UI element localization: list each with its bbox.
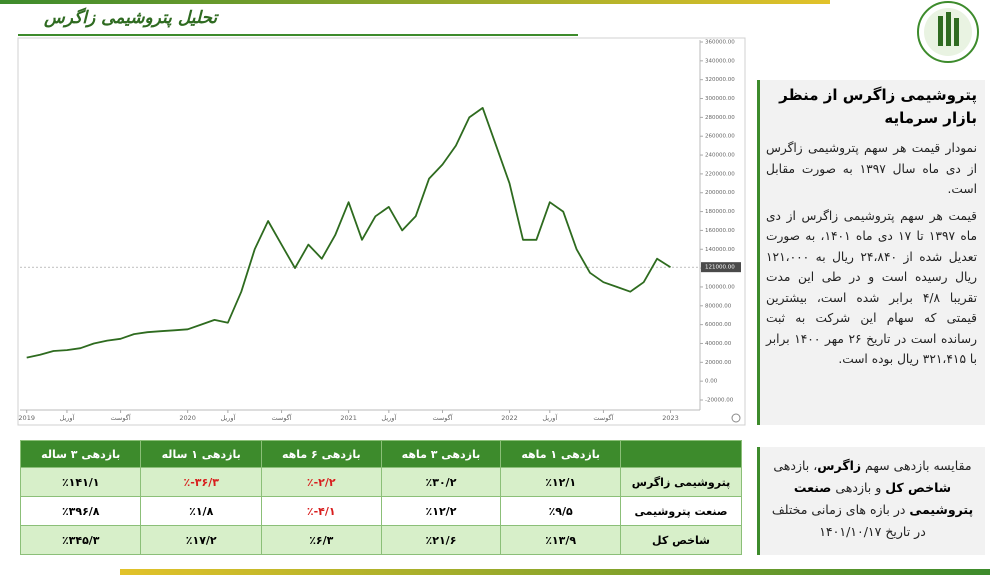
column-header: بازدهی ۳ ماهه: [380, 440, 502, 468]
y-tick-label: 20000.00: [705, 360, 732, 366]
chart: -20000.00 0.00 20000.00 40000.00 60000.00 800…: [17, 1, 979, 426]
y-tick-label: 300000.00: [705, 96, 735, 102]
x-tick-label: 2023: [662, 414, 679, 422]
row-label: پتروشیمی زاگرس: [620, 467, 742, 497]
note-text: در بازه های زمانی مختلف در تاریخ ۱۴۰۱/۱۰…: [771, 502, 926, 539]
table-cell: ٪۳۹۶/۸: [19, 496, 142, 526]
x-tick-label: 2022: [501, 414, 518, 422]
y-tick-label: 240000.00: [705, 153, 735, 159]
y-tick-label: 260000.00: [705, 134, 735, 140]
last-price-box: [701, 262, 741, 273]
y-tick-label: 60000.00: [705, 322, 732, 328]
x-tick-label: آوریل: [220, 413, 236, 422]
chart-frame: [17, 37, 746, 426]
table-cell: ٪۶/۳: [260, 525, 382, 555]
panel-heading: پتروشیمی زاگرس از منظر بازار سرمایه: [779, 86, 977, 127]
y-tick-label: 100000.00: [705, 284, 735, 290]
y-tick-label: 180000.00: [705, 209, 735, 215]
x-tick-label: آگوست: [111, 413, 132, 422]
table-cell: ٪-۴/۱: [260, 496, 382, 526]
returns-table: بازدهی ۱ ماهه بازدهی ۳ ماهه بازدهی ۶ ماهه ب…: [19, 440, 742, 555]
note-text: ، بازدهی: [773, 458, 818, 473]
table-header: بازدهی ۱ ماهه بازدهی ۳ ماهه بازدهی ۶ ماهه ب…: [19, 440, 742, 468]
y-tick-label: -20000.00: [705, 398, 734, 404]
top-decoration: [0, 0, 830, 4]
note-text: مقایسه بازدهی سهم: [861, 458, 972, 473]
column-header: بازدهی ۱ ماهه: [500, 440, 621, 468]
table-cell: ٪۹/۵: [500, 496, 621, 526]
x-tick-label: آوریل: [542, 413, 558, 422]
settings-icon: [731, 413, 741, 423]
row-label: صنعت پتروشیمی: [620, 496, 742, 526]
x-tick-label: آگوست: [593, 413, 614, 422]
y-tick-label: 340000.00: [705, 58, 735, 64]
note-text: شاخص کل: [885, 480, 952, 495]
table-cell: ٪۱۷/۲: [140, 525, 262, 555]
note-text: زاگرس: [817, 458, 862, 473]
page-title: تحلیل پتروشیمی زاگرس: [44, 8, 218, 28]
panel-paragraph: نمودار قیمت هر سهم پتروشیمی زاگرس از دی …: [766, 141, 977, 196]
table-note: مقایسه بازدهی سهم زاگرس، بازدهی شاخص کل …: [757, 447, 985, 555]
table-cell: ٪۱/۸: [140, 496, 262, 526]
table-cell: ٪۱۲/۱: [500, 467, 621, 497]
table-cell: ٪-۳۶/۳: [140, 467, 262, 497]
y-tick-label: 0.00: [705, 379, 718, 385]
table-cell: ٪۲۱/۶: [380, 525, 502, 555]
y-tick-label: 200000.00: [705, 190, 735, 196]
table-cell: ٪۱۳/۹: [500, 525, 621, 555]
table-cell: ٪۳۰/۲: [380, 467, 502, 497]
x-tick-label: آوریل: [60, 413, 76, 422]
x-tick-label: آگوست: [271, 413, 292, 422]
table-cell: ٪۱۲/۲: [380, 496, 502, 526]
x-tick-label: آوریل: [381, 413, 397, 422]
table-row: شاخص کل ٪۱۳/۹ ٪۲۱/۶ ٪۶/۳ ٪۱۷/۲ ٪۳۴۵/۳: [19, 525, 742, 555]
y-tick-label: 160000.00: [705, 228, 735, 234]
note-text: صنعت پتروشیمی: [793, 480, 974, 517]
row-label: شاخص کل: [620, 525, 742, 555]
column-header: بازدهی ۱ ساله: [140, 440, 262, 468]
y-tick-label: 220000.00: [705, 171, 735, 177]
table-row: صنعت پتروشیمی ٪۹/۵ ٪۱۲/۲ ٪-۴/۱ ٪۱/۸ ٪۳۹۶/۸: [19, 496, 742, 526]
y-tick-label: 40000.00: [705, 341, 732, 347]
bottom-decoration: [120, 569, 990, 575]
note-text: و بازدهی: [831, 480, 886, 495]
x-tick-label: 2021: [340, 414, 357, 422]
y-tick-label: 360000.00: [705, 40, 735, 46]
y-tick-label: 80000.00: [705, 303, 732, 309]
y-tick-label: 320000.00: [705, 77, 735, 83]
last-price-label: 121000.00: [705, 265, 735, 271]
table-cell: ٪۳۴۵/۳: [19, 525, 142, 555]
table-cell: ٪۱۴۱/۱: [19, 467, 142, 497]
x-tick-label: آگوست: [432, 413, 453, 422]
table-row: پتروشیمی زاگرس ٪۱۲/۱ ٪۳۰/۲ ٪-۲/۲ ٪-۳۶/۳ ٪۱۴۱/…: [19, 467, 742, 497]
title-underline: [18, 34, 578, 36]
text-panel: پتروشیمی زاگرس از منظر بازار سرمایه نمود…: [757, 80, 985, 425]
column-header: بازدهی ۳ ساله: [19, 440, 142, 468]
x-tick-label: 2019: [18, 414, 35, 422]
logo: [917, 1, 979, 63]
price-line: [26, 107, 671, 359]
x-tick-label: 2020: [179, 414, 196, 422]
header-corner: [620, 440, 742, 468]
column-header: بازدهی ۶ ماهه: [260, 440, 382, 468]
table-cell: ٪-۲/۲: [260, 467, 382, 497]
y-tick-label: 140000.00: [705, 247, 735, 253]
y-tick-label: 280000.00: [705, 115, 735, 121]
panel-paragraph: قیمت هر سهم پتروشیمی زاگرس از دی ماه ۱۳۹…: [766, 208, 977, 367]
